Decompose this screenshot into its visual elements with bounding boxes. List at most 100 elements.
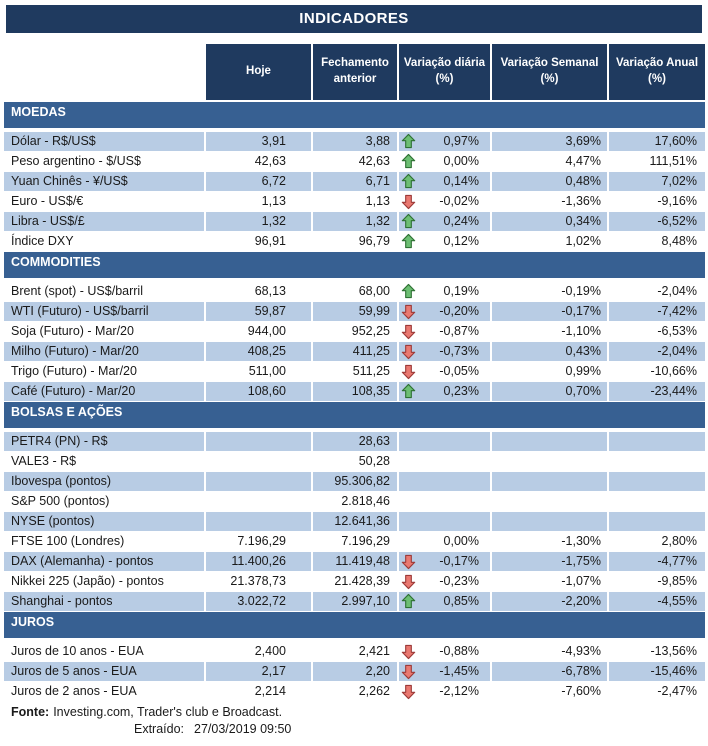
cell-variacao-semanal bbox=[490, 472, 607, 491]
row-label: Juros de 2 anos - EUA bbox=[11, 684, 137, 698]
cell-variacao-semanal: 0,43% bbox=[490, 342, 607, 361]
extracted-line: Extraído: 27/03/2019 09:50 bbox=[4, 721, 705, 738]
cell-variacao-semanal: 4,47% bbox=[490, 152, 607, 171]
cell-variacao-anual bbox=[607, 492, 705, 511]
cell-variacao-anual: -2,47% bbox=[607, 682, 705, 701]
value-variacao-diaria: -0,20% bbox=[439, 304, 479, 318]
table-row: Brent (spot) - US$/barril 68,13 68,00 0,19%… bbox=[4, 282, 705, 301]
table-row: Juros de 2 anos - EUA 2,214 2,262 -2,12% -7,… bbox=[4, 682, 705, 701]
cell-hoje: 21.378,73 bbox=[204, 572, 311, 591]
cell-variacao-anual: 7,02% bbox=[607, 172, 705, 191]
cell-variacao-diaria: 0,19% bbox=[397, 282, 490, 301]
up-arrow-icon bbox=[401, 153, 416, 169]
cell-hoje bbox=[204, 432, 311, 451]
section-title: COMMODITIES bbox=[11, 255, 101, 269]
row-label: Libra - US$/£ bbox=[11, 214, 85, 228]
row-label: Euro - US$/€ bbox=[11, 194, 84, 208]
cell-variacao-diaria: 0,12% bbox=[397, 232, 490, 251]
cell-variacao-diaria: 0,14% bbox=[397, 172, 490, 191]
row-label: Soja (Futuro) - Mar/20 bbox=[11, 324, 134, 338]
cell-variacao-semanal: -1,36% bbox=[490, 192, 607, 211]
row-label: DAX (Alemanha) - pontos bbox=[11, 554, 154, 568]
cell-variacao-semanal: -1,75% bbox=[490, 552, 607, 571]
footer: Fonte: Investing.com, Trader's club e Bro… bbox=[4, 704, 705, 738]
cell-variacao-anual: -23,44% bbox=[607, 382, 705, 401]
cell-hoje: 7.196,29 bbox=[204, 532, 311, 551]
table-row: Yuan Chinês - ¥/US$ 6,72 6,71 0,14% 0,48% 7,0… bbox=[4, 172, 705, 191]
cell-variacao-diaria: -0,87% bbox=[397, 322, 490, 341]
table-row: Libra - US$/£ 1,32 1,32 0,24% 0,34% -6,52% bbox=[4, 212, 705, 231]
cell-fechamento: 28,63 bbox=[311, 432, 397, 451]
cell-hoje: 944,00 bbox=[204, 322, 311, 341]
cell-variacao-semanal: 0,34% bbox=[490, 212, 607, 231]
value-variacao-diaria: -0,23% bbox=[439, 574, 479, 588]
column-header-variacao-anual: Variação Anual (%) bbox=[607, 44, 705, 100]
cell-variacao-diaria: -0,20% bbox=[397, 302, 490, 321]
cell-variacao-semanal: -2,20% bbox=[490, 592, 607, 611]
cell-fechamento: 411,25 bbox=[311, 342, 397, 361]
value-variacao-diaria: -0,02% bbox=[439, 194, 479, 208]
cell-variacao-diaria bbox=[397, 492, 490, 511]
value-variacao-diaria: 0,85% bbox=[443, 594, 479, 608]
cell-fechamento: 50,28 bbox=[311, 452, 397, 471]
cell-variacao-semanal: -1,07% bbox=[490, 572, 607, 591]
cell-variacao-semanal: -6,78% bbox=[490, 662, 607, 681]
up-arrow-icon bbox=[401, 173, 416, 189]
down-arrow-icon bbox=[401, 644, 416, 660]
table-row: Peso argentino - $/US$ 42,63 42,63 0,00% 4,4… bbox=[4, 152, 705, 171]
row-label: VALE3 - R$ bbox=[11, 454, 77, 468]
cell-hoje: 2,214 bbox=[204, 682, 311, 701]
row-label: Dólar - R$/US$ bbox=[11, 134, 96, 148]
cell-fechamento: 6,71 bbox=[311, 172, 397, 191]
row-label: PETR4 (PN) - R$ bbox=[11, 434, 108, 448]
table-row: Índice DXY 96,91 96,79 0,12% 1,02% 8,48% bbox=[4, 232, 705, 251]
cell-hoje bbox=[204, 472, 311, 491]
source-text: Investing.com, Trader's club e Broadcast… bbox=[53, 705, 283, 719]
column-header-hoje: Hoje bbox=[204, 44, 311, 100]
down-arrow-icon bbox=[401, 324, 416, 340]
cell-variacao-diaria: -0,73% bbox=[397, 342, 490, 361]
cell-variacao-semanal: 0,70% bbox=[490, 382, 607, 401]
table-row: Nikkei 225 (Japão) - pontos 21.378,73 21.4… bbox=[4, 572, 705, 591]
table-row: Ibovespa (pontos) 95.306,82 bbox=[4, 472, 705, 491]
cell-fechamento: 1,32 bbox=[311, 212, 397, 231]
cell-hoje: 1,13 bbox=[204, 192, 311, 211]
value-variacao-diaria: -0,87% bbox=[439, 324, 479, 338]
cell-fechamento: 108,35 bbox=[311, 382, 397, 401]
cell-variacao-diaria: 0,85% bbox=[397, 592, 490, 611]
cell-variacao-anual: -10,66% bbox=[607, 362, 705, 381]
table-row: VALE3 - R$ 50,28 bbox=[4, 452, 705, 471]
cell-variacao-diaria: 0,23% bbox=[397, 382, 490, 401]
cell-fechamento: 68,00 bbox=[311, 282, 397, 301]
cell-hoje: 11.400,26 bbox=[204, 552, 311, 571]
cell-variacao-anual: -7,42% bbox=[607, 302, 705, 321]
down-arrow-icon bbox=[401, 574, 416, 590]
cell-fechamento: 7.196,29 bbox=[311, 532, 397, 551]
section-header-moedas: MOEDAS bbox=[4, 102, 705, 128]
cell-hoje: 59,87 bbox=[204, 302, 311, 321]
cell-hoje: 108,60 bbox=[204, 382, 311, 401]
cell-hoje: 408,25 bbox=[204, 342, 311, 361]
row-label: Nikkei 225 (Japão) - pontos bbox=[11, 574, 164, 588]
cell-variacao-anual bbox=[607, 472, 705, 491]
table-row: WTI (Futuro) - US$/barril 59,87 59,99 -0,20… bbox=[4, 302, 705, 321]
cell-variacao-anual: -6,52% bbox=[607, 212, 705, 231]
cell-variacao-diaria: -0,17% bbox=[397, 552, 490, 571]
table-row: NYSE (pontos) 12.641,36 bbox=[4, 512, 705, 531]
row-label: Juros de 5 anos - EUA bbox=[11, 664, 137, 678]
table-row: Dólar - R$/US$ 3,91 3,88 0,97% 3,69% 17,60% bbox=[4, 132, 705, 151]
row-label: FTSE 100 (Londres) bbox=[11, 534, 125, 548]
row-label: Brent (spot) - US$/barril bbox=[11, 284, 143, 298]
column-header-variacao-diaria: Variação diária (%) bbox=[397, 44, 490, 100]
value-variacao-diaria: 0,00% bbox=[443, 154, 479, 168]
down-arrow-icon bbox=[401, 344, 416, 360]
cell-hoje: 1,32 bbox=[204, 212, 311, 231]
cell-variacao-semanal: -7,60% bbox=[490, 682, 607, 701]
cell-variacao-diaria: 0,24% bbox=[397, 212, 490, 231]
cell-variacao-semanal: -0,19% bbox=[490, 282, 607, 301]
table-row: Trigo (Futuro) - Mar/20 511,00 511,25 -0,05… bbox=[4, 362, 705, 381]
section-title: MOEDAS bbox=[11, 105, 66, 119]
cell-variacao-semanal: 1,02% bbox=[490, 232, 607, 251]
indicators-table: Hoje Fechamento anterior Variação diária… bbox=[4, 44, 705, 738]
cell-variacao-semanal: -1,10% bbox=[490, 322, 607, 341]
